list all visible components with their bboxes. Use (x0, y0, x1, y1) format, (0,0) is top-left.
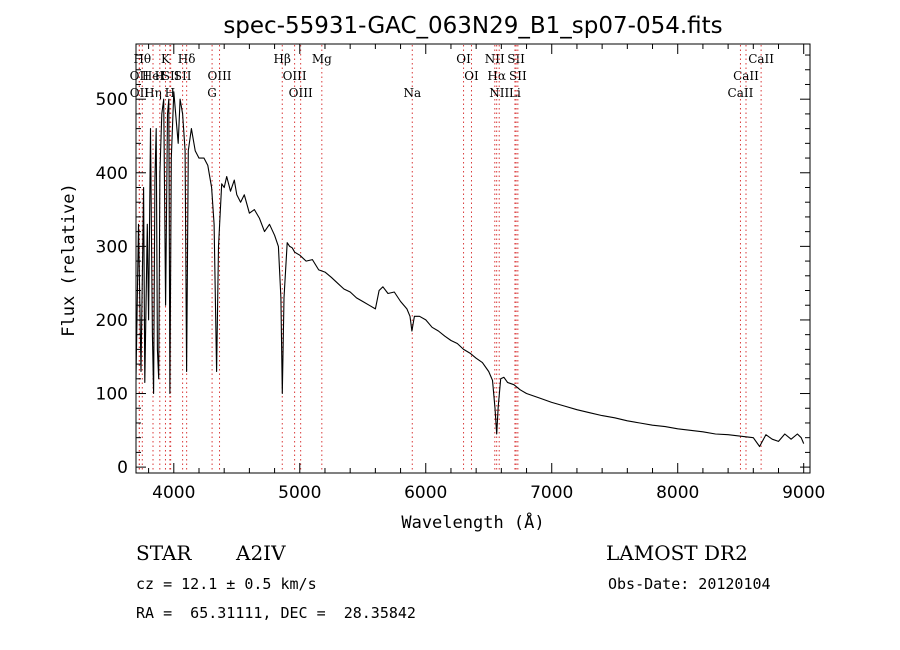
x-tick-label: 6000 (404, 483, 447, 503)
y-tick-label: 200 (96, 311, 128, 331)
line-marker-label: G (207, 86, 217, 100)
x-tick-label: 5000 (278, 483, 321, 503)
line-marker-label: CaII (748, 52, 774, 66)
line-marker-label: Hα (487, 69, 506, 83)
observation-date: Obs-Date: 20120104 (608, 575, 771, 593)
object-subclass: A2IV (236, 541, 286, 565)
y-tick-label: 0 (117, 458, 128, 478)
y-tick-label: 100 (96, 385, 128, 405)
line-marker-label: OI (464, 69, 479, 83)
coordinates: RA = 65.31111, DEC = 28.35842 (136, 604, 416, 622)
redshift-velocity: cz = 12.1 ± 0.5 km/s (136, 575, 317, 593)
x-axis-label: Wavelength (Å) (401, 511, 544, 533)
x-tick-label: 7000 (530, 483, 573, 503)
line-marker-label: Na (403, 86, 421, 100)
line-marker-label: Mg (312, 52, 332, 66)
line-marker-label: H (155, 69, 165, 83)
x-tick-label: 8000 (656, 483, 699, 503)
spectrum-line (135, 91, 805, 448)
line-marker-label: SII (507, 52, 525, 66)
line-marker-label: Li (509, 86, 521, 100)
line-marker-label: NII (485, 52, 505, 66)
line-marker-label: NII (489, 86, 509, 100)
plot-frame (135, 43, 811, 474)
y-tick-label: 300 (96, 237, 128, 257)
y-axis-label: Flux (relative) (59, 183, 79, 337)
plot-area (135, 43, 811, 474)
line-marker-label: CaII (728, 86, 754, 100)
line-marker-label: SII (162, 69, 180, 83)
axis-ticks: 4000 5000 6000 7000 8000 9000 0 100 200 300 400 500 (96, 44, 825, 503)
y-tick-label: 400 (96, 164, 128, 184)
line-marker-label: SII (174, 69, 192, 83)
line-marker-label: Hδ (178, 52, 196, 66)
line-marker-label: HeI (142, 69, 165, 83)
line-marker-label: OIII (283, 69, 307, 83)
x-tick-label: 9000 (782, 483, 825, 503)
chart-title: spec-55931-GAC_063N29_B1_sp07-054.fits (223, 13, 722, 39)
line-marker-label: OIII (207, 69, 231, 83)
line-marker-label: OII (130, 86, 150, 100)
line-marker-label: K (161, 52, 171, 66)
line-marker-label: Hη (144, 86, 162, 100)
line-marker-label: OIII (289, 86, 313, 100)
x-tick-label: 4000 (152, 483, 195, 503)
line-marker-label: SII (509, 69, 527, 83)
object-class: STAR (136, 541, 192, 565)
line-marker-label: Hβ (274, 52, 291, 66)
line-marker-label: OI (456, 52, 471, 66)
line-marker-label: H (165, 86, 175, 100)
line-marker-label: CaII (733, 69, 759, 83)
line-marker-label: OII (130, 69, 150, 83)
y-tick-label: 500 (96, 90, 128, 110)
data-release: LAMOST DR2 (606, 541, 748, 565)
